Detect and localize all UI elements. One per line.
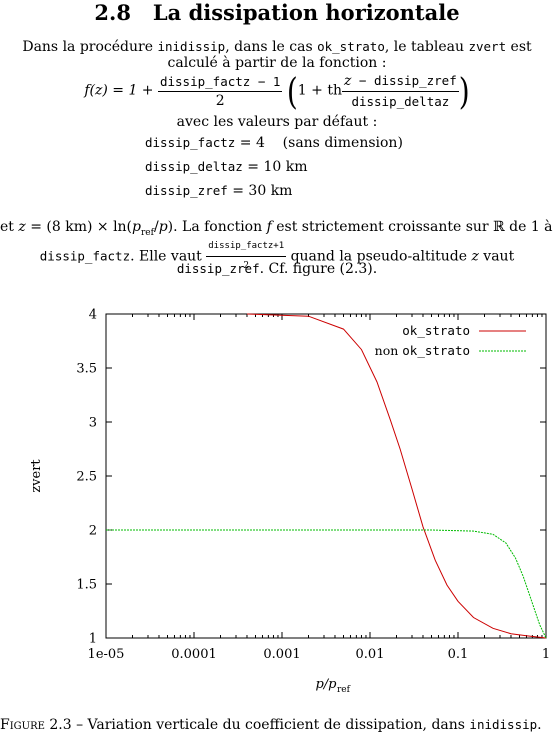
body-text: . Elle vaut — [130, 248, 207, 265]
section-number: 2.8 — [94, 0, 131, 25]
caption-code: inidissip — [469, 717, 538, 732]
x-tick-label: 0.1 — [448, 647, 469, 662]
intro-case-name: ok_strato — [317, 39, 385, 54]
y-tick-label: 3.5 — [76, 362, 97, 377]
formula-open-paren: ( — [286, 69, 298, 113]
x-tick-label: 1e-05 — [88, 647, 125, 662]
body-code: dissip_zref — [176, 261, 260, 276]
formula-frac2: z − dissip_zref dissip_deltaz — [341, 72, 459, 110]
body-line-3: dissip_zref. Cf. figure (2.3). — [0, 260, 554, 278]
default-value: = 10 km — [247, 159, 308, 175]
section-heading: 2.8 La dissipation horizontale — [0, 0, 554, 25]
x-tick-label: 0.01 — [356, 647, 385, 662]
x-tick-label: 1 — [542, 647, 550, 662]
body-text: / — [153, 219, 159, 235]
formula: f(z) = 1 + dissip_factz − 1 2 (1 + th z … — [0, 72, 554, 118]
intro-text: est — [506, 39, 532, 55]
caption-dash: – — [71, 717, 88, 733]
intro-text: , le tableau — [384, 39, 469, 55]
default-value: = 30 km — [232, 183, 293, 199]
x-tick-label: 0.0001 — [171, 647, 217, 662]
y-tick-label: 2.5 — [76, 470, 97, 485]
intro-line-1: Dans la procédure inidissip, dans le cas… — [0, 38, 554, 56]
formula-frac2-num: z − dissip_zref — [341, 72, 459, 92]
default-name: dissip_zref — [145, 183, 228, 198]
figure-caption: Figure 2.3 – Variation verticale du coef… — [0, 716, 554, 734]
formula-frac2-den: dissip_deltaz — [351, 94, 450, 109]
formula-frac2-num-rest: − dissip_zref — [351, 73, 457, 88]
default-row: dissip_factz = 4 (sans dimension) — [145, 131, 403, 155]
default-row: dissip_deltaz = 10 km — [145, 155, 403, 179]
series-line-non-ok-strato — [106, 529, 547, 639]
body-line-1: et z = (8 km) × ln(pref/p). La fonction … — [0, 219, 554, 242]
body-var: z — [18, 219, 26, 235]
formula-frac1-num: dissip_factz − 1 — [157, 73, 283, 92]
x-tick-label: 0.001 — [263, 647, 300, 662]
body-frac-den: 2 — [243, 261, 250, 271]
body-text: = (8 km) × ln( — [25, 219, 133, 235]
x-axis-label-subscript: ref — [337, 685, 351, 695]
body-text: quand la pseudo-altitude — [286, 248, 472, 265]
formula-var-z: z — [343, 73, 352, 89]
default-name: dissip_factz — [145, 135, 236, 150]
plot-frame — [105, 313, 547, 639]
body-frac-num: dissip_factz+1 — [206, 238, 287, 257]
intro-line-2: calculé à partir de la fonction : — [167, 55, 387, 71]
formula-frac1-den: 2 — [215, 92, 225, 109]
caption-text: Variation verticale du coefficient de di… — [87, 717, 470, 733]
body-line-2: dissip_factz. Elle vaut dissip_factz+1 2 … — [0, 238, 554, 275]
legend-label: ok_strato — [402, 323, 470, 338]
formula-lhs: f(z) = 1 + — [84, 82, 154, 99]
body-var: z — [471, 248, 479, 265]
default-row: dissip_zref = 30 km — [145, 179, 403, 203]
caption-label: Figure 2.3 — [0, 717, 72, 733]
intro-proc-name: inidissip — [157, 39, 226, 54]
y-tick-label: 1 — [89, 632, 97, 647]
body-frac: dissip_factz+1 2 — [206, 238, 287, 275]
y-tick-label: 4 — [89, 308, 97, 323]
body-text: vaut — [478, 248, 515, 265]
y-axis-label: zvert — [29, 459, 44, 493]
intro-text: Dans la procédure — [22, 39, 158, 55]
default-note: (sans dimension) — [282, 135, 403, 151]
figure-chart: 1 1.5 2 2.5 3 3.5 4 1e-05 0.0001 0.001 0.01 0.1 1 p/p… — [29, 308, 550, 696]
series-line-ok-strato — [246, 313, 547, 639]
formula-close-paren: ) — [458, 69, 470, 113]
body-subscript: ref — [141, 227, 154, 238]
y-tick-label: 2 — [89, 524, 97, 539]
caption-end: . — [537, 717, 542, 733]
default-value: = 4 — [239, 135, 265, 151]
body-var: p — [158, 219, 168, 235]
body-text: ). La fonction — [167, 219, 267, 235]
default-name: dissip_deltaz — [145, 159, 243, 174]
defaults-list: dissip_factz = 4 (sans dimension) dissip… — [145, 131, 403, 203]
y-tick-label: 3 — [89, 416, 97, 431]
x-axis-label: p/p — [315, 677, 337, 692]
body-text: est strictement croissante sur ℝ de 1 à — [271, 219, 553, 235]
body-text: et — [0, 219, 19, 235]
formula-frac1: dissip_factz − 1 2 — [157, 73, 283, 110]
body-var: f — [266, 219, 272, 235]
defaults-intro: avec les valeurs par défaut : — [176, 114, 378, 130]
section-title: La dissipation horizontale — [152, 0, 460, 25]
body-text: . Cf. figure (2.3). — [259, 261, 378, 277]
body-var: p — [132, 219, 141, 235]
legend-label: non ok_strato — [375, 343, 470, 358]
formula-inner-prefix: 1 + th — [297, 82, 342, 99]
body-code: dissip_factz — [39, 248, 131, 264]
intro-array-name: zvert — [468, 39, 507, 54]
intro-text: , dans le cas — [225, 39, 318, 55]
y-tick-label: 1.5 — [76, 578, 97, 593]
